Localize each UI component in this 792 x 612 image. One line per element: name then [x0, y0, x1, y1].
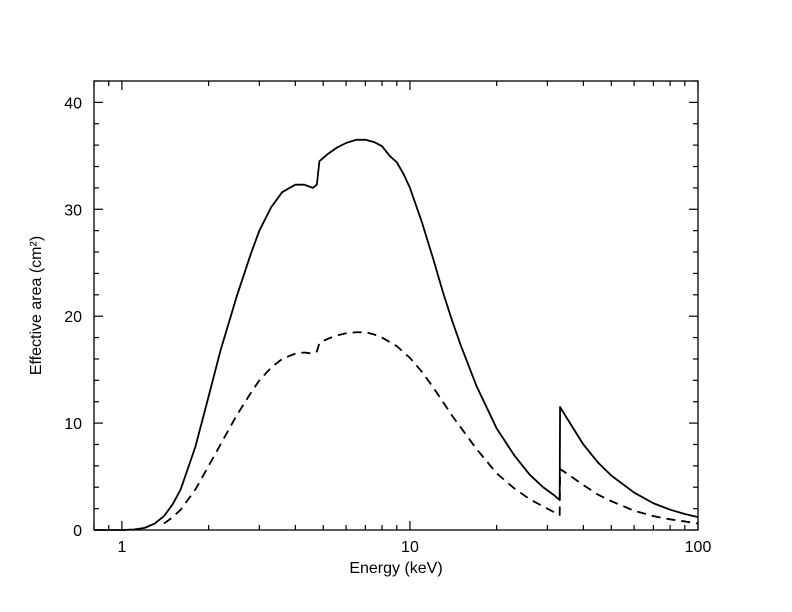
- x-tick-label: 1: [117, 539, 126, 556]
- y-tick-label: 10: [64, 416, 82, 433]
- series-layer: [94, 138, 699, 531]
- x-axis-label: Energy (keV): [349, 560, 442, 577]
- tick-labels: 1 10 100 0 10 20 30 40: [64, 95, 711, 556]
- y-tick-label: 40: [64, 95, 82, 112]
- y-tick-label: 0: [73, 523, 82, 540]
- solid-series-line: [94, 138, 699, 531]
- y-tick-label: 20: [64, 309, 82, 326]
- plot-frame: [93, 80, 699, 531]
- y-axis-label: Effective area (cm²): [28, 236, 45, 375]
- dashed-series-line: [163, 331, 699, 525]
- y-tick-label: 30: [64, 202, 82, 219]
- x-tick-label: 100: [685, 539, 712, 556]
- x-tick-label: 10: [401, 539, 419, 556]
- tick-marks: [93, 80, 699, 531]
